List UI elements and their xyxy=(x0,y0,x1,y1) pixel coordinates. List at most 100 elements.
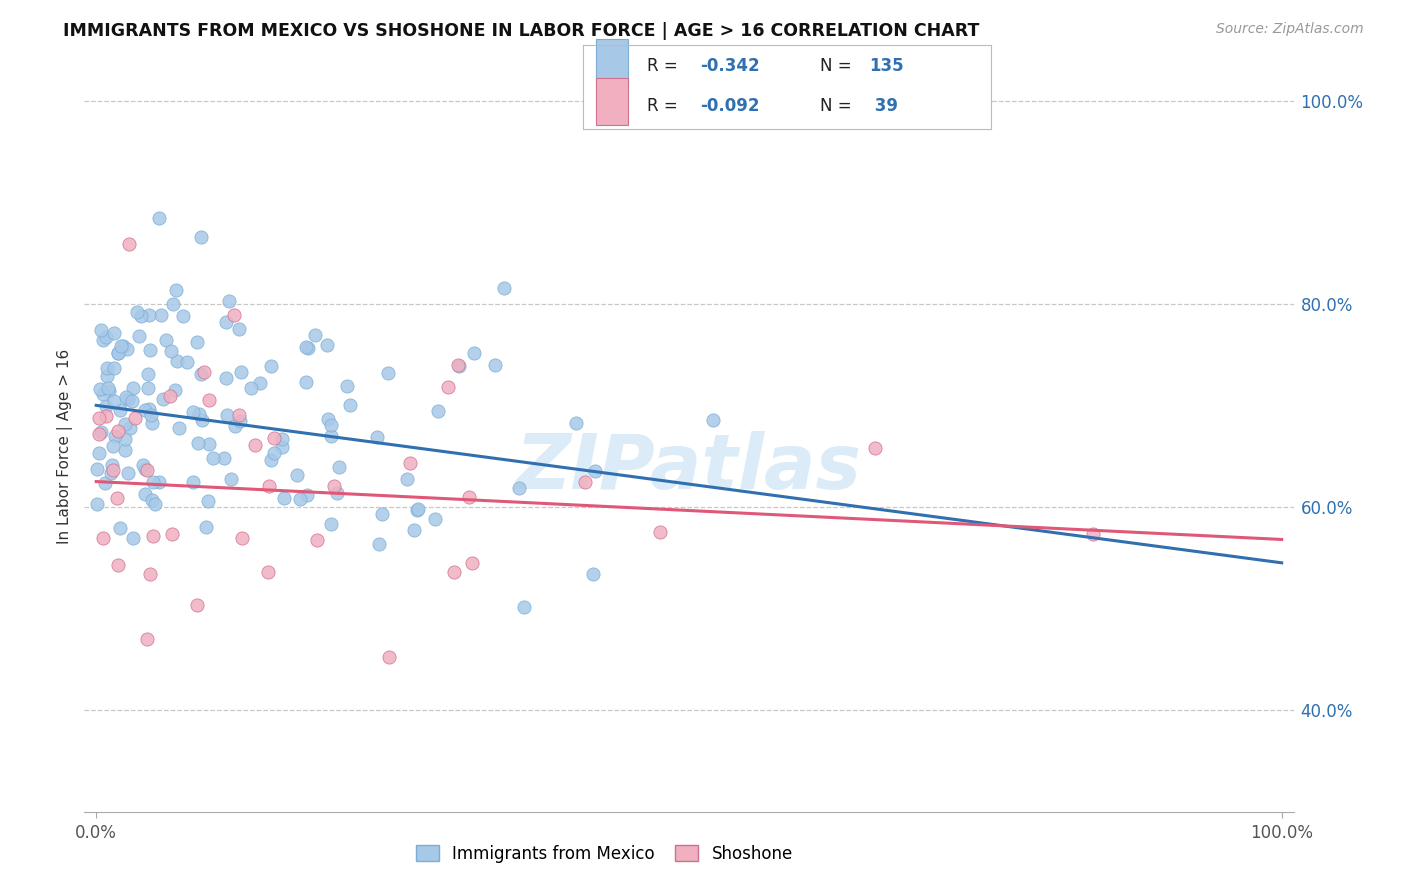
Point xyxy=(117,392,139,406)
Point xyxy=(447,359,470,374)
Point xyxy=(316,412,339,426)
Point xyxy=(187,435,209,450)
Point xyxy=(295,340,318,354)
Text: N =: N = xyxy=(820,96,856,114)
Point xyxy=(129,310,152,324)
Point xyxy=(103,394,125,409)
Point xyxy=(315,338,337,352)
Point xyxy=(114,433,136,447)
Text: -0.342: -0.342 xyxy=(700,57,759,75)
Point xyxy=(426,404,449,418)
Point xyxy=(193,365,215,379)
Point xyxy=(87,426,110,441)
Point xyxy=(190,368,212,382)
Point xyxy=(339,398,361,412)
Point xyxy=(228,408,250,422)
Point xyxy=(239,381,262,395)
Point xyxy=(94,399,117,413)
Point xyxy=(319,429,342,443)
Point xyxy=(197,494,219,508)
Point xyxy=(186,598,208,612)
Point xyxy=(91,386,114,401)
Point xyxy=(148,475,170,489)
Text: R =: R = xyxy=(647,57,683,75)
Point xyxy=(96,361,118,376)
Point xyxy=(328,460,350,475)
Point xyxy=(139,343,162,357)
Point xyxy=(398,456,420,470)
Point xyxy=(215,371,238,385)
Text: ZIPatlas: ZIPatlas xyxy=(516,431,862,505)
Text: R =: R = xyxy=(647,96,683,114)
Point xyxy=(187,407,209,421)
Point xyxy=(191,413,214,427)
Point xyxy=(87,411,110,425)
Point xyxy=(110,521,132,535)
Point xyxy=(114,390,136,404)
Point xyxy=(111,339,134,353)
Point xyxy=(132,458,155,473)
Point xyxy=(100,466,122,480)
Point xyxy=(463,345,485,359)
Point xyxy=(190,230,212,244)
Point xyxy=(249,376,271,390)
Point xyxy=(91,531,114,545)
Point xyxy=(114,417,136,431)
Point xyxy=(104,428,127,442)
Point xyxy=(139,409,162,423)
Point xyxy=(702,413,724,427)
Point xyxy=(325,485,347,500)
Point xyxy=(423,512,446,526)
Point xyxy=(89,446,111,460)
Point xyxy=(243,438,266,452)
Point xyxy=(159,389,181,403)
Point xyxy=(564,416,586,430)
Point xyxy=(285,468,308,483)
Point xyxy=(136,367,159,381)
Point xyxy=(121,393,143,408)
Point xyxy=(231,531,253,545)
Point xyxy=(165,384,187,398)
Point xyxy=(295,488,318,502)
Point xyxy=(166,354,188,368)
Point xyxy=(218,293,240,308)
Point xyxy=(263,431,285,445)
Point xyxy=(136,463,159,477)
Point xyxy=(229,414,252,428)
Point xyxy=(143,497,166,511)
Text: Source: ZipAtlas.com: Source: ZipAtlas.com xyxy=(1216,22,1364,37)
Point xyxy=(437,380,460,394)
Point xyxy=(134,403,156,417)
Point xyxy=(141,492,163,507)
Point xyxy=(224,419,246,434)
Point xyxy=(229,365,252,379)
Point xyxy=(295,376,318,390)
Point xyxy=(142,475,165,489)
Point xyxy=(228,322,250,336)
Point xyxy=(219,472,242,486)
Point xyxy=(103,361,125,376)
Point xyxy=(155,333,177,347)
Point xyxy=(513,600,536,615)
Point xyxy=(122,382,145,396)
Point xyxy=(160,343,183,358)
Point xyxy=(263,446,285,460)
Point xyxy=(446,358,468,372)
FancyBboxPatch shape xyxy=(596,78,628,125)
Point xyxy=(114,443,136,458)
Point xyxy=(96,409,118,423)
Point xyxy=(107,558,129,572)
Point xyxy=(97,381,120,395)
Point xyxy=(408,502,430,516)
Point xyxy=(138,402,160,417)
Point xyxy=(120,421,142,435)
Text: -0.092: -0.092 xyxy=(700,96,759,114)
Point xyxy=(574,475,596,489)
Point xyxy=(142,529,165,543)
Point xyxy=(148,211,170,225)
Point xyxy=(160,527,183,541)
Point xyxy=(172,310,194,324)
Point xyxy=(319,417,342,432)
Point xyxy=(492,281,515,295)
Point xyxy=(152,392,174,406)
